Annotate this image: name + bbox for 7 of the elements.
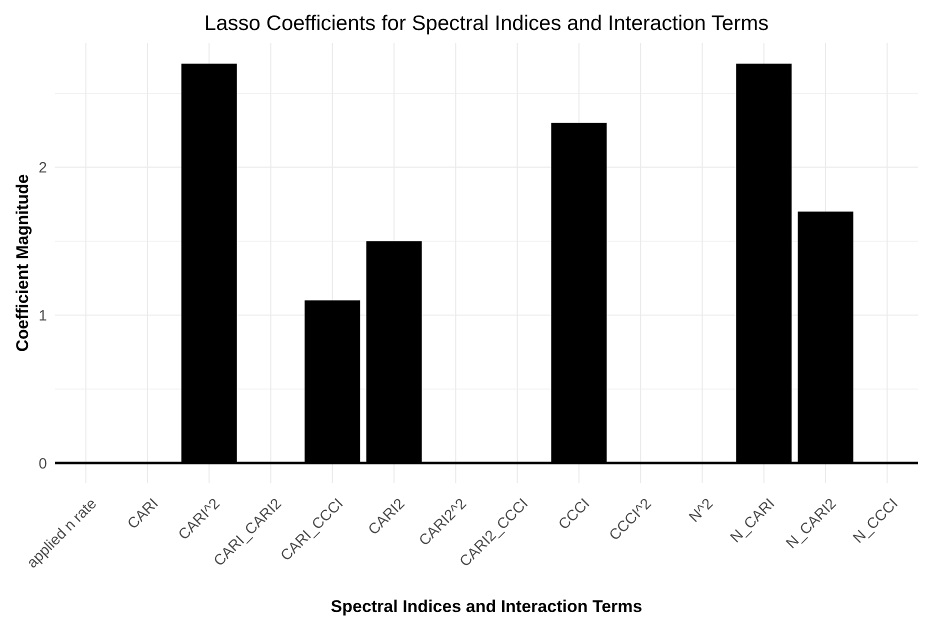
x-axis-title: Spectral Indices and Interaction Terms: [330, 597, 642, 616]
x-tick-label: N^2: [686, 495, 717, 526]
y-tick-label: 0: [38, 455, 47, 472]
y-tick-label: 2: [38, 159, 47, 176]
y-tick-label: 1: [38, 307, 47, 324]
chart-title: Lasso Coefficients for Spectral Indices and Interaction Terms: [204, 12, 769, 35]
y-axis-title: Coefficient Magnitude: [13, 174, 32, 352]
